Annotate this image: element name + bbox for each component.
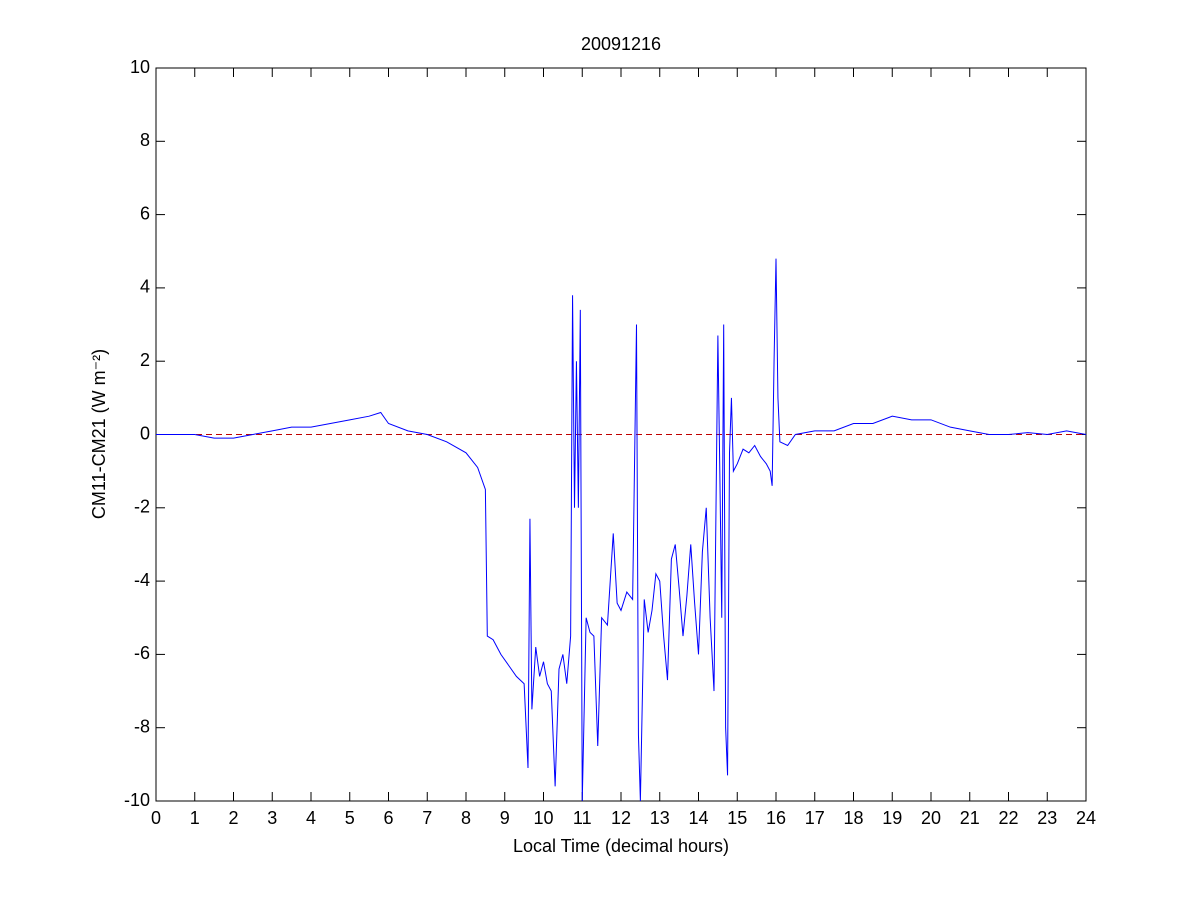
y-tick-label: -2	[134, 497, 150, 517]
x-tick-label: 2	[228, 808, 238, 828]
y-tick-label: 6	[140, 203, 150, 223]
y-tick-label: -8	[134, 716, 150, 736]
y-tick-label: -4	[134, 570, 150, 590]
x-tick-label: 4	[306, 808, 316, 828]
x-tick-label: 11	[573, 808, 592, 828]
x-tick-label: 16	[766, 808, 786, 828]
y-axis-label: CM11-CM21 (W m⁻²)	[89, 349, 109, 519]
x-axis-label: Local Time (decimal hours)	[513, 836, 729, 856]
x-tick-label: 12	[611, 808, 631, 828]
x-tick-label: 3	[267, 808, 277, 828]
x-tick-label: 19	[882, 808, 902, 828]
y-tick-label: 8	[140, 130, 150, 150]
x-tick-label: 1	[190, 808, 200, 828]
x-tick-label: 18	[843, 808, 863, 828]
x-tick-label: 6	[383, 808, 393, 828]
x-tick-label: 14	[688, 808, 708, 828]
x-tick-label: 23	[1037, 808, 1057, 828]
x-tick-label: 15	[727, 808, 747, 828]
y-tick-label: -6	[134, 643, 150, 663]
y-tick-label: 0	[140, 423, 150, 443]
x-tick-label: 5	[345, 808, 355, 828]
x-tick-label: 21	[960, 808, 980, 828]
chart-title: 20091216	[581, 34, 661, 54]
y-tick-label: 10	[130, 57, 150, 77]
y-tick-label: 2	[140, 350, 150, 370]
x-tick-label: 22	[998, 808, 1018, 828]
x-tick-label: 17	[805, 808, 825, 828]
x-tick-label: 0	[151, 808, 161, 828]
x-tick-label: 10	[533, 808, 553, 828]
x-tick-label: 13	[650, 808, 670, 828]
x-tick-label: 9	[500, 808, 510, 828]
x-tick-label: 7	[422, 808, 432, 828]
x-tick-label: 24	[1076, 808, 1096, 828]
y-tick-label: -10	[124, 790, 150, 810]
y-tick-label: 4	[140, 277, 150, 297]
x-tick-label: 20	[921, 808, 941, 828]
x-tick-label: 8	[461, 808, 471, 828]
data-line	[156, 258, 1087, 802]
